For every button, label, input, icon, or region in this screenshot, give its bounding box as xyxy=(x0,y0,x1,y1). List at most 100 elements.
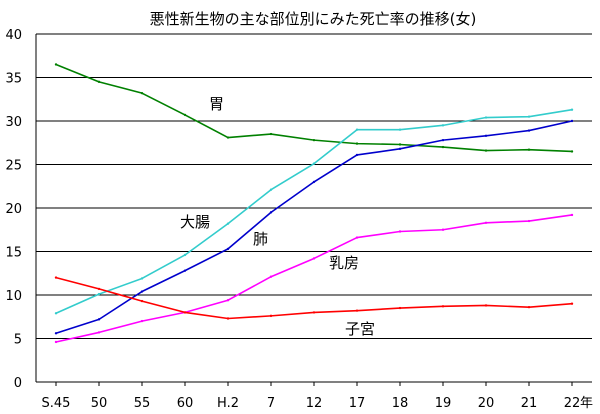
series-label-5: 子宮 xyxy=(345,320,375,338)
point-s3-4 xyxy=(226,247,230,251)
point-s4-8 xyxy=(398,230,402,233)
point-s2-4 xyxy=(226,222,230,225)
point-s5-4 xyxy=(226,317,230,320)
point-s2-12 xyxy=(570,108,574,111)
series-label-2: 大腸 xyxy=(180,213,210,231)
y-tick-label-40: 40 xyxy=(5,28,22,43)
point-s1-1 xyxy=(97,80,101,84)
point-s3-5 xyxy=(269,211,273,214)
y-tick-label-35: 35 xyxy=(5,72,22,87)
x-tick-label-h-2: H.2 xyxy=(217,396,239,411)
x-tick-label-12: 12 xyxy=(306,396,323,411)
point-s1-8 xyxy=(398,143,402,146)
point-s4-1 xyxy=(97,331,101,334)
point-s3-12 xyxy=(570,119,574,123)
series-line-3 xyxy=(55,120,573,335)
x-tick-labels: S.45 50 55 60 H.2 7 12 17 18 19 20 21 22 xyxy=(42,396,581,411)
point-s5-11 xyxy=(527,305,531,309)
x-tick-label-22: 22 xyxy=(564,396,581,411)
point-s4-7 xyxy=(355,236,359,239)
x-tick-label-55: 55 xyxy=(134,396,151,411)
point-s2-5 xyxy=(269,188,273,191)
y-tick-label-20: 20 xyxy=(5,202,22,217)
x-tick-label-50: 50 xyxy=(91,396,108,411)
point-s4-2 xyxy=(140,319,144,323)
point-s3-0 xyxy=(54,332,58,335)
point-s5-6 xyxy=(312,311,316,314)
point-s5-10 xyxy=(484,304,488,307)
point-s1-10 xyxy=(484,149,488,152)
series-line-4 xyxy=(55,214,573,343)
point-s3-1 xyxy=(97,318,101,321)
x-tick-label-60: 60 xyxy=(177,396,194,411)
x-tick-label-21: 21 xyxy=(521,396,538,411)
point-s1-0 xyxy=(54,63,58,66)
point-s1-6 xyxy=(312,138,316,142)
y-tick-label-5: 5 xyxy=(14,333,22,348)
point-s3-8 xyxy=(398,147,402,151)
point-s2-7 xyxy=(355,128,359,131)
point-s4-11 xyxy=(527,219,531,223)
point-s3-2 xyxy=(140,290,144,293)
series-label-1: 胃 xyxy=(209,95,224,113)
point-s4-12 xyxy=(570,213,574,217)
point-s5-5 xyxy=(269,314,273,318)
point-s5-12 xyxy=(570,302,574,305)
point-s2-8 xyxy=(398,128,402,131)
x-tick-label-20: 20 xyxy=(478,396,495,411)
point-s2-9 xyxy=(441,124,445,127)
point-s3-6 xyxy=(312,180,316,184)
series-label-3: 肺 xyxy=(253,230,268,248)
point-s1-12 xyxy=(570,150,574,153)
point-s5-9 xyxy=(441,305,445,308)
point-s5-7 xyxy=(355,309,359,312)
point-s4-6 xyxy=(312,257,316,260)
point-s2-3 xyxy=(183,253,187,257)
chart-title: 悪性新生物の主な部位別にみた死亡率の推移(女) xyxy=(150,10,477,28)
point-s1-4 xyxy=(226,136,230,139)
point-s1-11 xyxy=(527,148,531,151)
y-tick-label-25: 25 xyxy=(5,159,22,174)
x-tick-label-18: 18 xyxy=(392,396,409,411)
point-s1-2 xyxy=(140,91,144,95)
point-s5-8 xyxy=(398,306,402,310)
point-s2-2 xyxy=(140,277,144,280)
series-label-4: 乳房 xyxy=(329,254,359,272)
y-tick-labels: 0 5 10 15 20 25 30 35 40 xyxy=(5,28,22,391)
point-s5-1 xyxy=(97,287,101,291)
point-s3-9 xyxy=(441,138,445,142)
point-s3-10 xyxy=(484,134,488,137)
point-s2-1 xyxy=(97,292,101,296)
point-s2-10 xyxy=(484,116,488,119)
y-tick-label-15: 15 xyxy=(5,246,22,261)
point-s2-11 xyxy=(527,115,531,118)
grid xyxy=(36,33,592,339)
x-tick-label-7: 7 xyxy=(267,396,275,411)
x-tick-label-17: 17 xyxy=(349,396,366,411)
x-tick-label-s-45: S.45 xyxy=(42,396,71,411)
x-tick-label-19: 19 xyxy=(435,396,452,411)
y-tick-label-0: 0 xyxy=(14,376,22,391)
point-s1-5 xyxy=(269,132,273,136)
point-s1-9 xyxy=(441,145,445,149)
point-s1-3 xyxy=(183,113,187,117)
point-s3-7 xyxy=(355,153,359,157)
point-s3-11 xyxy=(527,129,531,132)
point-s5-2 xyxy=(140,299,144,303)
y-tick-label-10: 10 xyxy=(5,289,22,304)
point-s4-5 xyxy=(269,275,273,278)
axes xyxy=(35,34,592,386)
point-s4-10 xyxy=(484,221,488,224)
x-unit-label: 年 xyxy=(580,396,593,411)
point-s2-6 xyxy=(312,162,316,165)
point-s5-0 xyxy=(54,276,58,279)
series-lines xyxy=(54,63,574,344)
y-tick-label-30: 30 xyxy=(5,115,22,130)
point-s3-3 xyxy=(183,269,187,272)
point-s1-7 xyxy=(355,142,359,145)
point-s4-9 xyxy=(441,228,445,231)
point-s4-4 xyxy=(226,299,230,302)
